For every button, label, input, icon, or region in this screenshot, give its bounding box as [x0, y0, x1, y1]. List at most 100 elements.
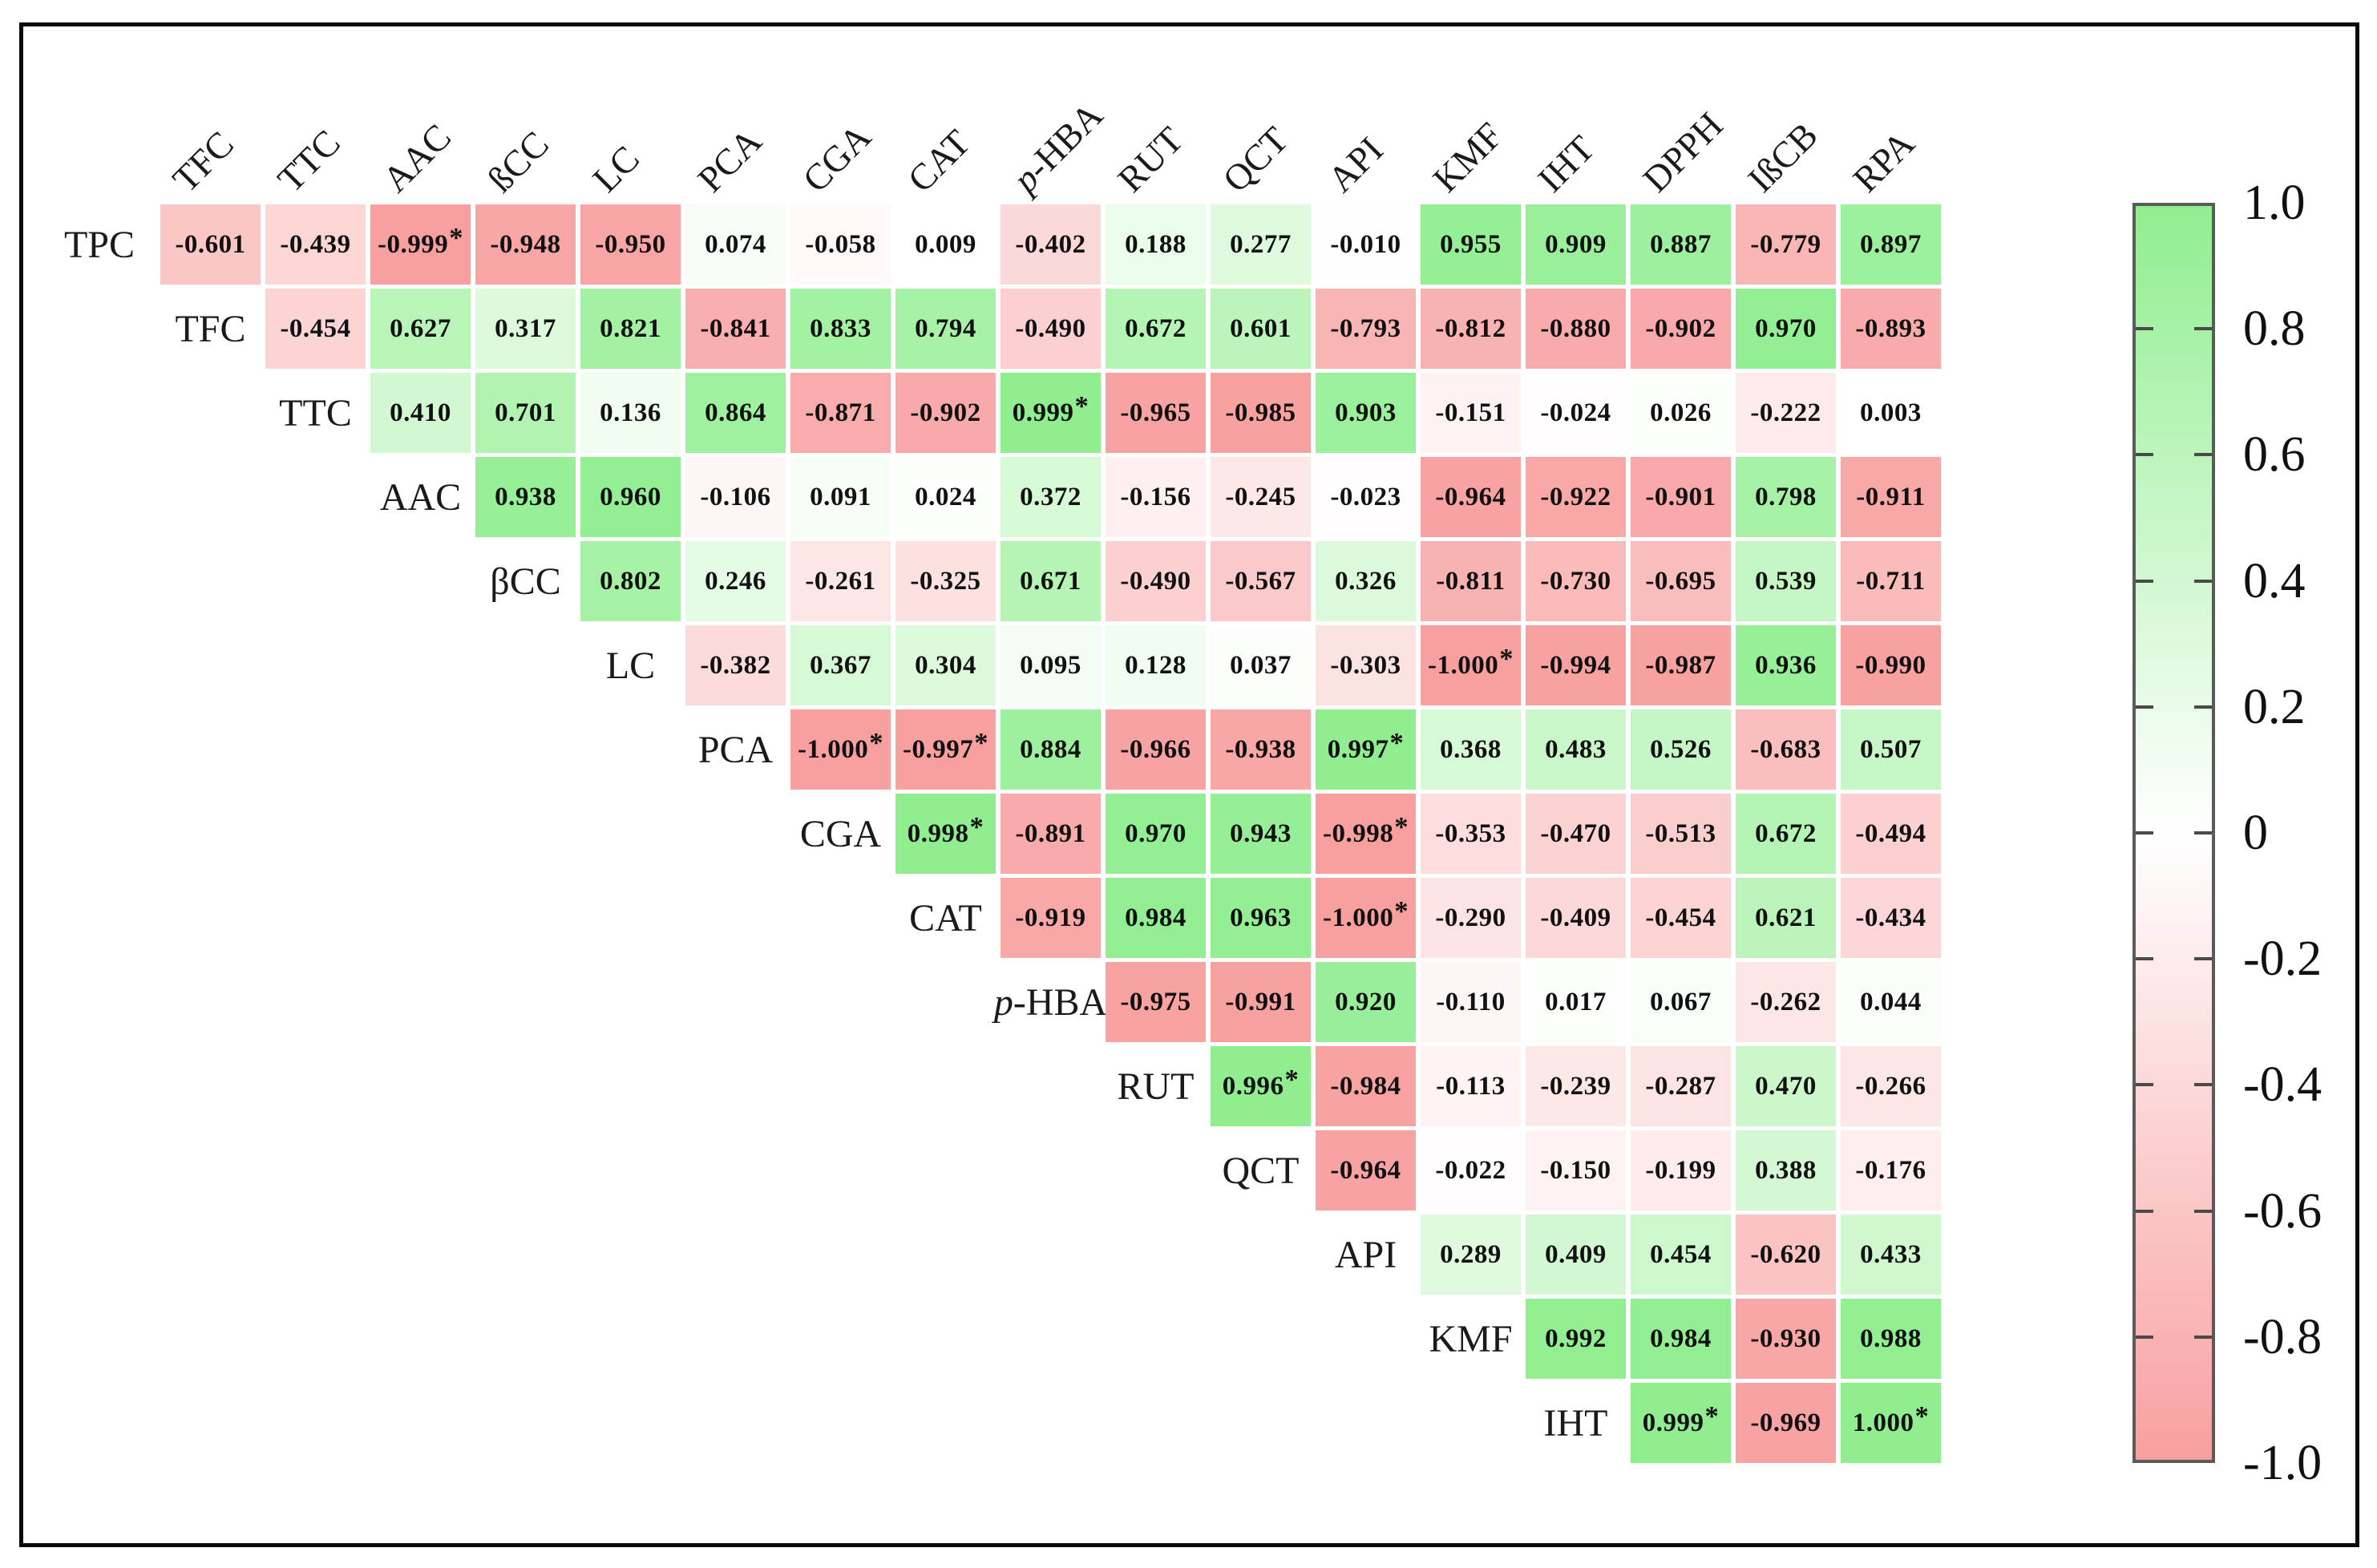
correlation-value: 0.794 [915, 313, 976, 343]
correlation-value: -0.891 [1015, 818, 1086, 848]
correlation-value: -0.239 [1540, 1071, 1611, 1101]
matrix-cell: 0.621 [1736, 878, 1836, 958]
matrix-cell: -0.490 [1106, 541, 1206, 621]
column-header-cat: CAT [895, 64, 996, 200]
matrix-cell: -0.470 [1526, 794, 1626, 874]
correlation-value: -0.601 [175, 229, 246, 259]
matrix-cell: -0.984 [1316, 1046, 1416, 1126]
matrix-cell: -0.922 [1526, 457, 1626, 537]
correlation-value: -0.454 [280, 313, 351, 343]
matrix-cell: 0.128 [1106, 625, 1206, 705]
matrix-cell: -0.730 [1526, 541, 1626, 621]
column-header-label: TTC [269, 121, 348, 200]
column-header-label: ßCC [479, 123, 557, 200]
correlation-value: 0.044 [1860, 987, 1922, 1016]
matrix-cell: 0.821 [580, 289, 681, 369]
column-header-label: IHT [1530, 127, 1603, 200]
matrix-cell: 0.188 [1106, 204, 1206, 285]
correlation-value: 0.884 [1020, 734, 1081, 764]
matrix-cell: 0.044 [1841, 962, 1941, 1042]
correlation-value: -0.110 [1436, 987, 1506, 1016]
correlation-value: -0.902 [910, 398, 981, 427]
column-header-dpph: DPPH [1631, 64, 1731, 200]
correlation-value: 0.996 [1222, 1071, 1284, 1101]
correlation-value: -0.811 [1436, 566, 1506, 596]
colorbar-tick-label: -0.2 [2243, 932, 2322, 987]
matrix-cell: 0.963 [1211, 878, 1311, 958]
correlation-value: 0.128 [1125, 650, 1186, 680]
correlation-value: 0.621 [1755, 903, 1817, 932]
matrix-cell: 0.526 [1631, 709, 1731, 790]
correlation-value: 0.410 [390, 398, 451, 427]
correlation-value: 0.074 [705, 229, 766, 259]
matrix-cell: 0.672 [1106, 289, 1206, 369]
matrix-cell: -0.919 [1001, 878, 1101, 958]
matrix-cell: -0.969 [1736, 1383, 1836, 1463]
matrix-cell: -0.010 [1316, 204, 1416, 285]
matrix-cell: 0.009 [895, 204, 996, 285]
correlation-value: 0.936 [1755, 650, 1817, 680]
column-header-ttc: TTC [265, 64, 366, 200]
correlation-value: 0.507 [1860, 734, 1922, 764]
matrix-cell: 0.701 [475, 373, 576, 453]
matrix-cell: -0.891 [1001, 794, 1101, 874]
correlation-value: -0.938 [1225, 734, 1296, 764]
matrix-cell: 0.920 [1316, 962, 1416, 1042]
colorbar-tick [2136, 957, 2153, 961]
matrix-cell: 0.794 [895, 289, 996, 369]
column-header--cc: ßCC [475, 64, 576, 200]
correlation-value: 0.188 [1125, 229, 1186, 259]
column-header-label: p-HBA [1005, 94, 1111, 200]
correlation-value: -0.991 [1225, 987, 1296, 1016]
correlation-value: -0.245 [1225, 482, 1296, 511]
matrix-cell: -0.113 [1421, 1046, 1521, 1126]
correlation-value: -0.901 [1645, 482, 1716, 511]
colorbar-tick [2194, 1083, 2212, 1087]
correlation-value: 0.367 [810, 650, 871, 680]
correlation-value: -0.999 [377, 229, 449, 259]
correlation-value: 0.984 [1125, 903, 1186, 932]
correlation-value: 0.701 [495, 398, 556, 427]
matrix-cell: 1.000 * [1841, 1383, 1941, 1463]
matrix-cell: 0.074 [685, 204, 786, 285]
row-label-cga: CGA [799, 812, 882, 855]
matrix-cell: 0.136 [580, 373, 681, 453]
matrix-cell: 0.601 [1211, 289, 1311, 369]
matrix-cell: -0.176 [1841, 1130, 1941, 1210]
matrix-cell: -0.454 [265, 289, 366, 369]
correlation-value: -0.287 [1645, 1071, 1716, 1101]
matrix-cell: 0.999 * [1001, 373, 1101, 453]
correlation-value: 0.887 [1650, 229, 1712, 259]
correlation-value: 0.970 [1125, 818, 1186, 848]
matrix-cell: 0.326 [1316, 541, 1416, 621]
colorbar-tick-label: -0.8 [2243, 1309, 2322, 1364]
matrix-cell: 0.289 [1421, 1214, 1521, 1295]
column-header-label: RPA [1845, 123, 1922, 200]
colorbar-tick [2136, 453, 2153, 457]
matrix-cell: 0.798 [1736, 457, 1836, 537]
column-header-label: QCT [1215, 119, 1296, 200]
colorbar-tick-label: 0.2 [2243, 679, 2306, 734]
correlation-value: -0.893 [1855, 313, 1926, 343]
matrix-cell: 0.998 * [895, 794, 996, 874]
matrix-cell: -0.434 [1841, 878, 1941, 958]
column-header-qct: QCT [1211, 64, 1311, 200]
matrix-cell: -0.151 [1421, 373, 1521, 453]
colorbar: 1.0 0.8 0.6 0.4 0.2 0 -0.2 -0.4 -0.6 -0.8 -1.0 [2132, 178, 2322, 1488]
colorbar-tick [2194, 1209, 2212, 1213]
matrix-cell: -0.994 [1526, 625, 1626, 705]
correlation-value: -0.058 [805, 229, 876, 259]
column-header-label: TFC [164, 123, 242, 200]
significance-asterisk: * [1284, 1064, 1300, 1095]
matrix-cell: -0.999 * [370, 204, 471, 285]
correlation-value: -0.490 [1015, 313, 1086, 343]
correlation-value: 0.833 [810, 313, 871, 343]
italic-prefix: p [1005, 158, 1047, 200]
correlation-value: -0.262 [1750, 987, 1821, 1016]
row-label-api: API [1334, 1233, 1397, 1276]
column-header-cga: CGA [790, 64, 891, 200]
correlation-value: -0.113 [1436, 1071, 1506, 1101]
correlation-value: -0.434 [1855, 903, 1926, 932]
colorbar-tick [2136, 705, 2153, 709]
correlation-value: -0.964 [1435, 482, 1506, 511]
